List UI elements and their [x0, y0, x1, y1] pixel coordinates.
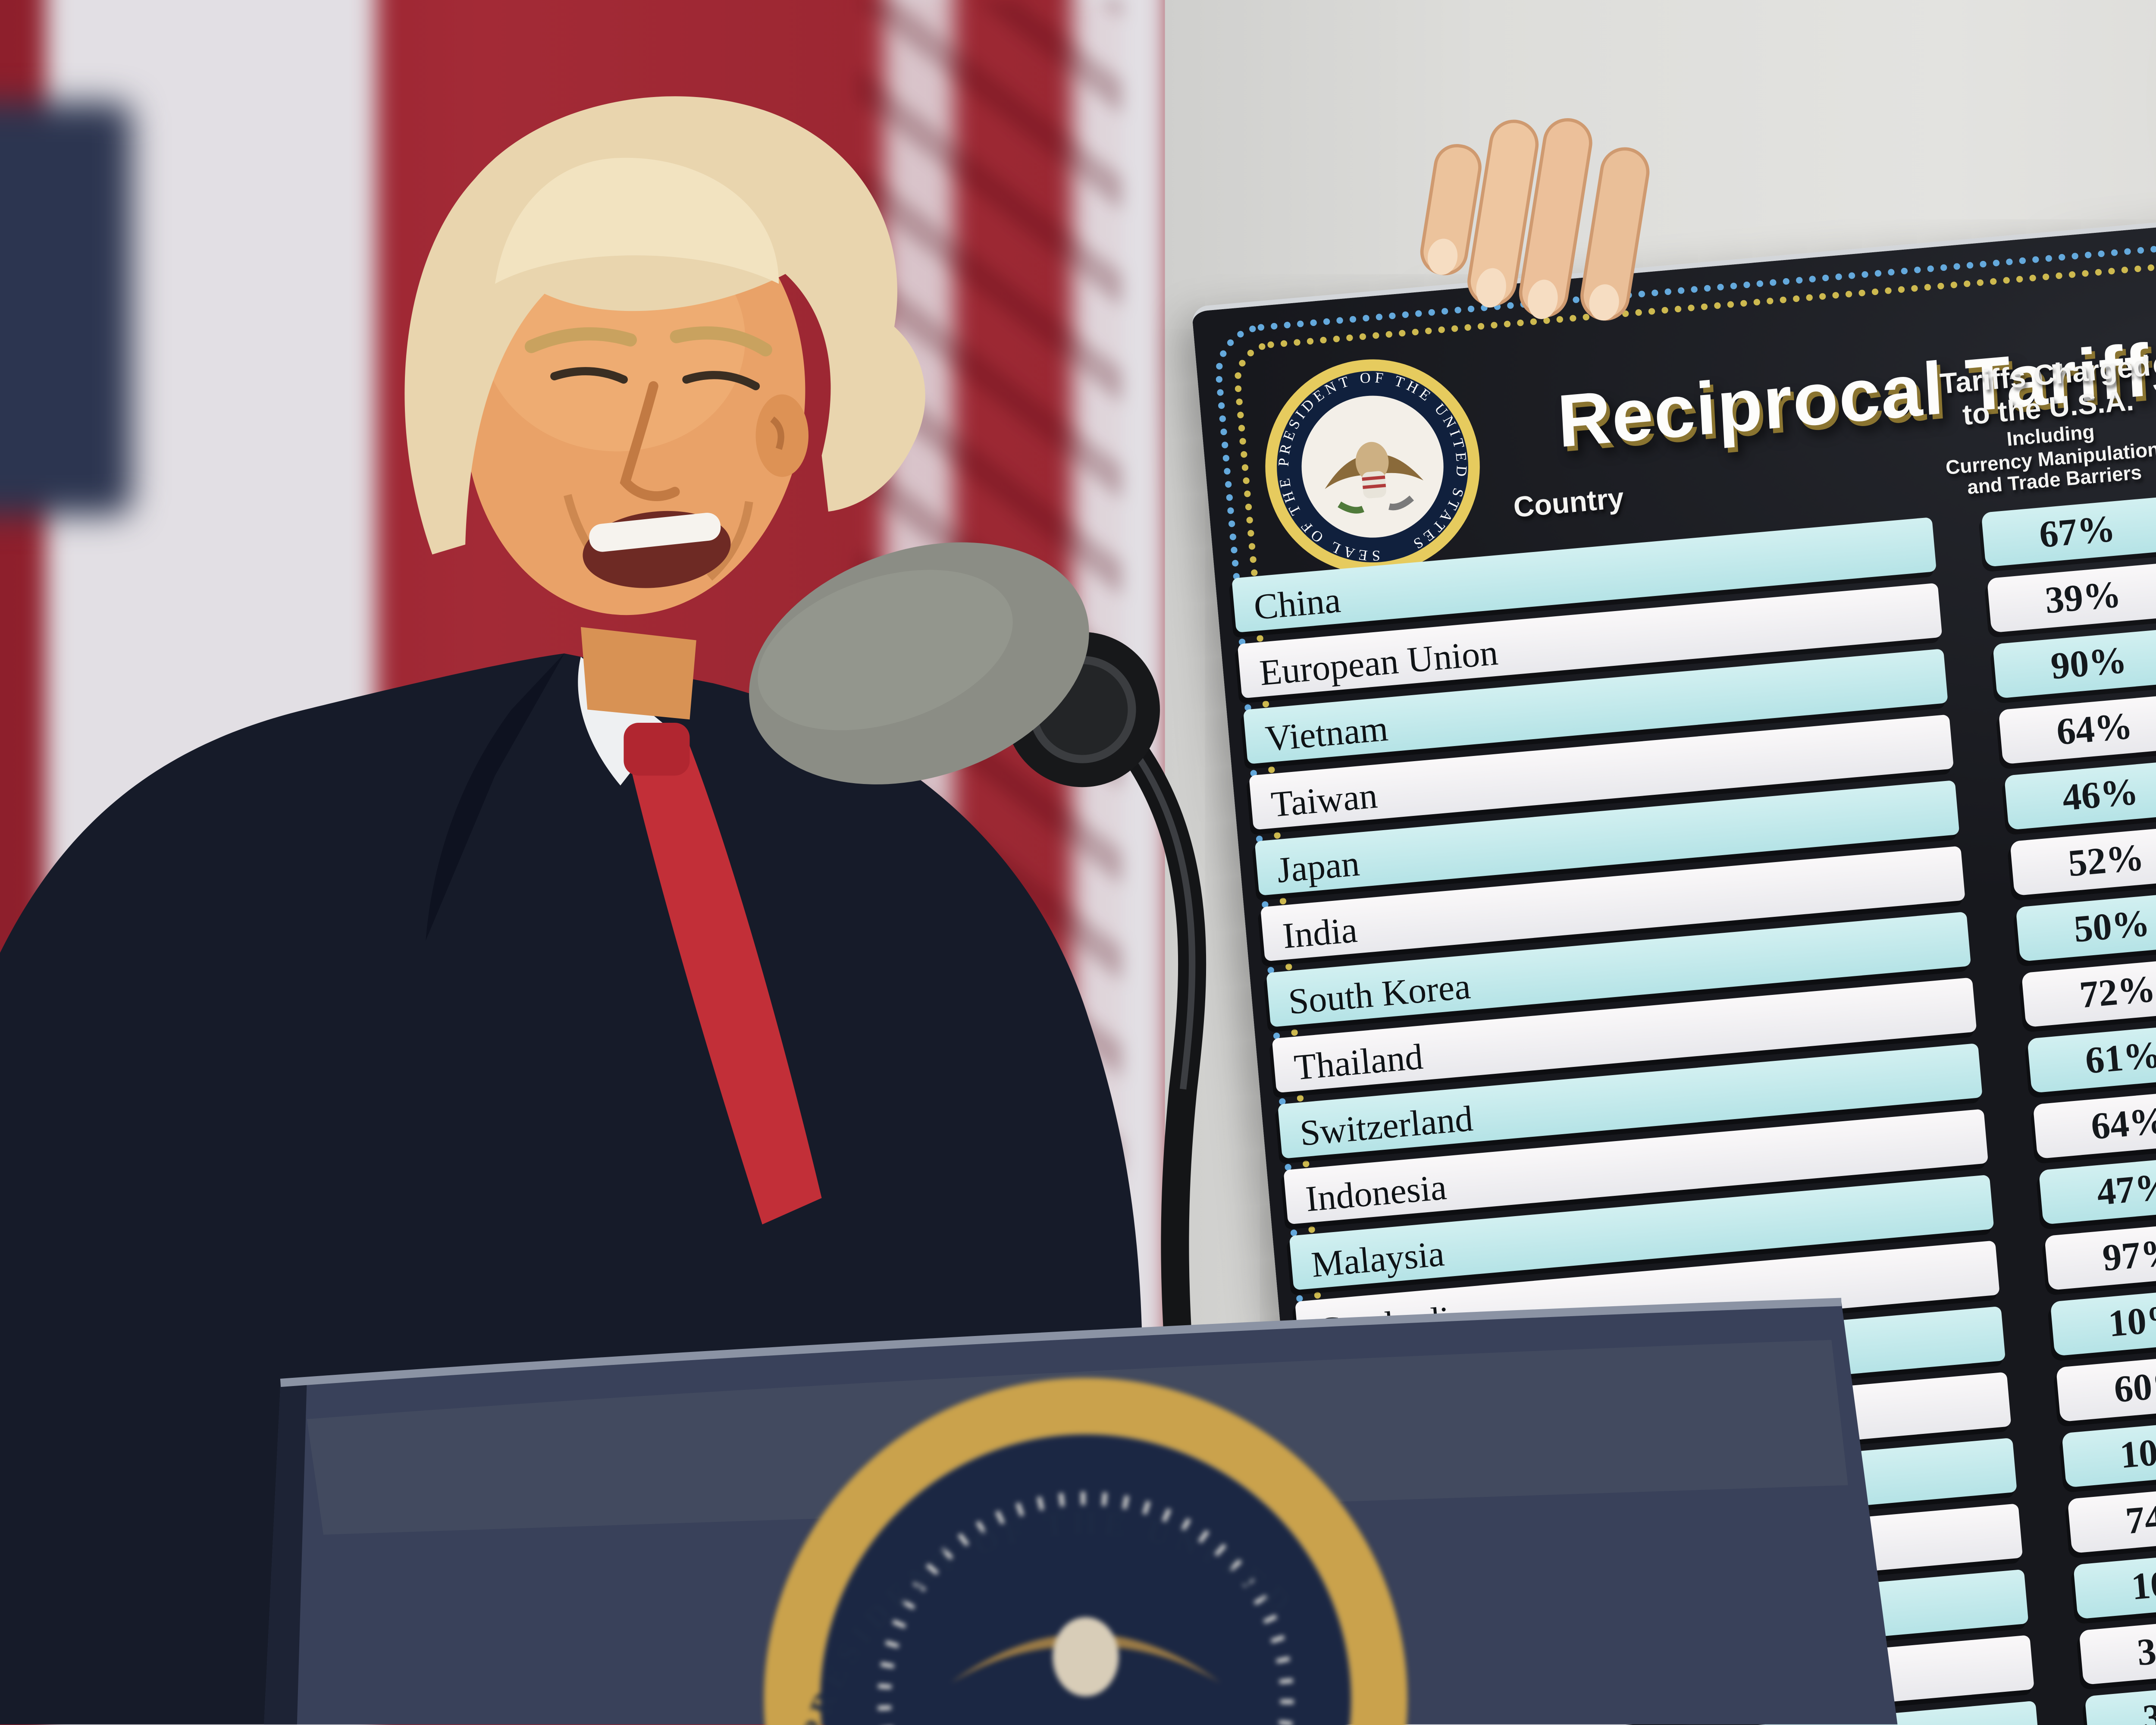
neck [580, 627, 696, 720]
eye-right [550, 367, 628, 384]
mic-gooseneck [1121, 738, 1206, 1358]
teeth [589, 512, 721, 552]
tie-knot [624, 722, 690, 776]
podium-left-edge [264, 1379, 307, 1725]
podium-seal-star-ring [877, 1492, 1294, 1725]
podium-seal-gold-band [764, 1378, 1407, 1725]
seal-eagle [1325, 442, 1424, 514]
mic-foam [749, 542, 1089, 784]
fingernail [1528, 279, 1558, 319]
ear-fold [770, 416, 784, 450]
podium-top-rim [280, 1298, 1842, 1387]
open-mouth [583, 511, 731, 588]
fingernail [1476, 268, 1506, 308]
eyebrow-right [524, 327, 637, 353]
hair-fringe [495, 157, 779, 284]
podium-seal-navy-field [821, 1436, 1350, 1725]
eyebrow-left [670, 326, 772, 357]
mic-gooseneck-highlight [1132, 750, 1196, 1090]
fingernail [1427, 238, 1458, 275]
flag-union-corner [0, 102, 132, 515]
presidential-seal-podium: PRESIDENT OF THE UNITED [764, 1378, 1407, 1725]
eye-left [682, 371, 760, 390]
presidential-seal-chart: SEAL OF THE PRESIDENT OF THE UNITED STAT… [1265, 359, 1480, 574]
fingernail [1589, 284, 1619, 321]
nose [620, 381, 680, 501]
red-tie [627, 746, 822, 1225]
podium-seal-eagle [950, 1634, 1221, 1684]
tariff-chart-board: SEAL OF THE PRESIDENT OF THE UNITED STAT… [1191, 190, 2156, 1725]
cheek-line-left [706, 501, 753, 581]
hand-holding-board [1420, 118, 1650, 321]
